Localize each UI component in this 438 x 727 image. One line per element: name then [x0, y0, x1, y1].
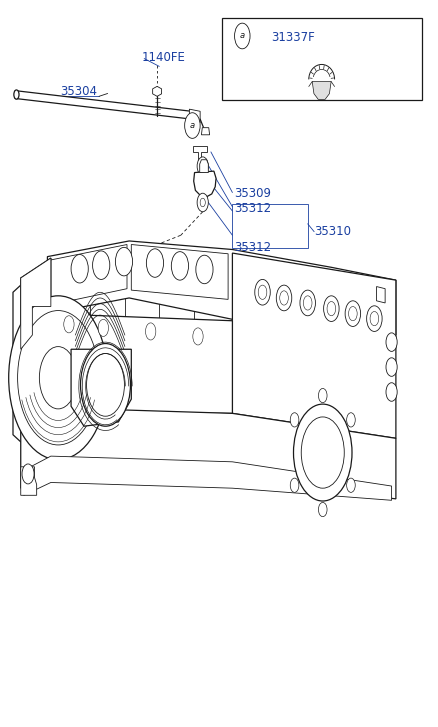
Circle shape	[276, 285, 291, 310]
Polygon shape	[15, 91, 191, 119]
Circle shape	[200, 198, 205, 206]
Circle shape	[366, 306, 381, 332]
Polygon shape	[21, 258, 51, 349]
Polygon shape	[192, 146, 206, 162]
Circle shape	[39, 347, 77, 409]
Circle shape	[200, 162, 205, 170]
Text: 35312: 35312	[234, 241, 271, 254]
Circle shape	[290, 478, 298, 492]
Polygon shape	[193, 171, 215, 198]
Circle shape	[22, 464, 34, 484]
Circle shape	[346, 413, 354, 427]
Circle shape	[303, 296, 311, 310]
Polygon shape	[21, 467, 37, 495]
Polygon shape	[49, 244, 127, 305]
Circle shape	[192, 328, 203, 345]
Polygon shape	[47, 241, 395, 335]
Text: 35309: 35309	[234, 188, 271, 201]
Polygon shape	[24, 456, 391, 500]
Circle shape	[197, 157, 208, 175]
Circle shape	[195, 255, 212, 284]
Polygon shape	[21, 408, 395, 499]
Text: 31337F: 31337F	[271, 31, 314, 44]
Ellipse shape	[14, 90, 19, 99]
Circle shape	[290, 413, 298, 427]
Polygon shape	[71, 349, 131, 426]
Circle shape	[80, 344, 130, 426]
Polygon shape	[311, 81, 330, 100]
Polygon shape	[131, 244, 228, 300]
Circle shape	[385, 333, 396, 351]
Text: 1140FE: 1140FE	[141, 51, 185, 64]
Polygon shape	[13, 264, 51, 442]
Circle shape	[385, 358, 396, 377]
Circle shape	[279, 291, 288, 305]
Circle shape	[300, 417, 343, 489]
Text: 35310: 35310	[314, 225, 350, 238]
Circle shape	[293, 404, 351, 501]
Circle shape	[369, 311, 378, 326]
Polygon shape	[21, 258, 51, 424]
Text: 35312: 35312	[234, 201, 271, 214]
Polygon shape	[47, 313, 232, 414]
Circle shape	[98, 319, 108, 337]
Circle shape	[234, 23, 250, 49]
Polygon shape	[199, 160, 208, 172]
Circle shape	[9, 296, 107, 459]
Text: a: a	[239, 31, 244, 41]
Circle shape	[258, 285, 266, 300]
Circle shape	[344, 301, 360, 326]
Circle shape	[348, 307, 357, 321]
Text: 35304: 35304	[60, 85, 97, 98]
Polygon shape	[232, 253, 395, 438]
Circle shape	[326, 302, 335, 316]
Circle shape	[254, 279, 270, 305]
Circle shape	[92, 251, 110, 279]
Circle shape	[197, 193, 208, 212]
Circle shape	[86, 353, 124, 417]
Circle shape	[346, 478, 354, 492]
Circle shape	[323, 296, 338, 321]
Polygon shape	[152, 87, 161, 96]
Circle shape	[299, 290, 315, 316]
Circle shape	[64, 316, 74, 333]
Polygon shape	[189, 109, 200, 123]
Circle shape	[145, 323, 155, 340]
Circle shape	[146, 249, 163, 277]
Circle shape	[115, 247, 132, 276]
Circle shape	[184, 113, 200, 138]
Polygon shape	[201, 128, 209, 134]
Circle shape	[318, 388, 326, 403]
Circle shape	[385, 382, 396, 401]
Polygon shape	[376, 286, 384, 303]
FancyBboxPatch shape	[221, 18, 421, 100]
Text: a: a	[189, 121, 194, 130]
Circle shape	[171, 252, 188, 280]
Circle shape	[318, 502, 326, 517]
Circle shape	[71, 254, 88, 283]
Circle shape	[18, 310, 99, 445]
